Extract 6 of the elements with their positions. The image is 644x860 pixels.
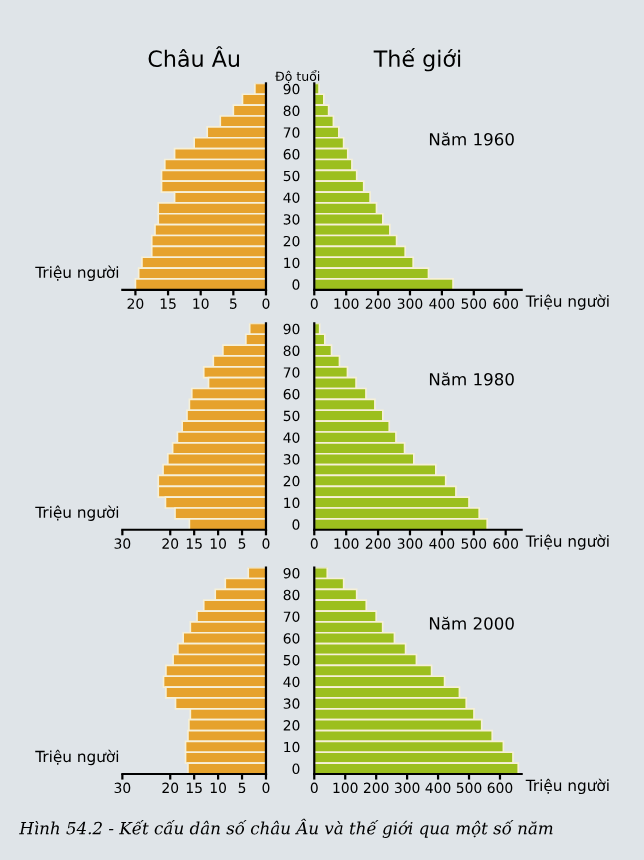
chart-title: Châu Âu: [148, 46, 239, 68]
annotation: Năm 1960: [429, 132, 514, 146]
annotation: Năm 2000: [429, 616, 514, 630]
text: Hình 54.2 - Kết cấu dân số châu Âu và thế giới qua một số năm: [19, 818, 553, 838]
chart-title: Thế giới: [373, 47, 461, 72]
annotation: Năm 1980: [429, 372, 514, 386]
